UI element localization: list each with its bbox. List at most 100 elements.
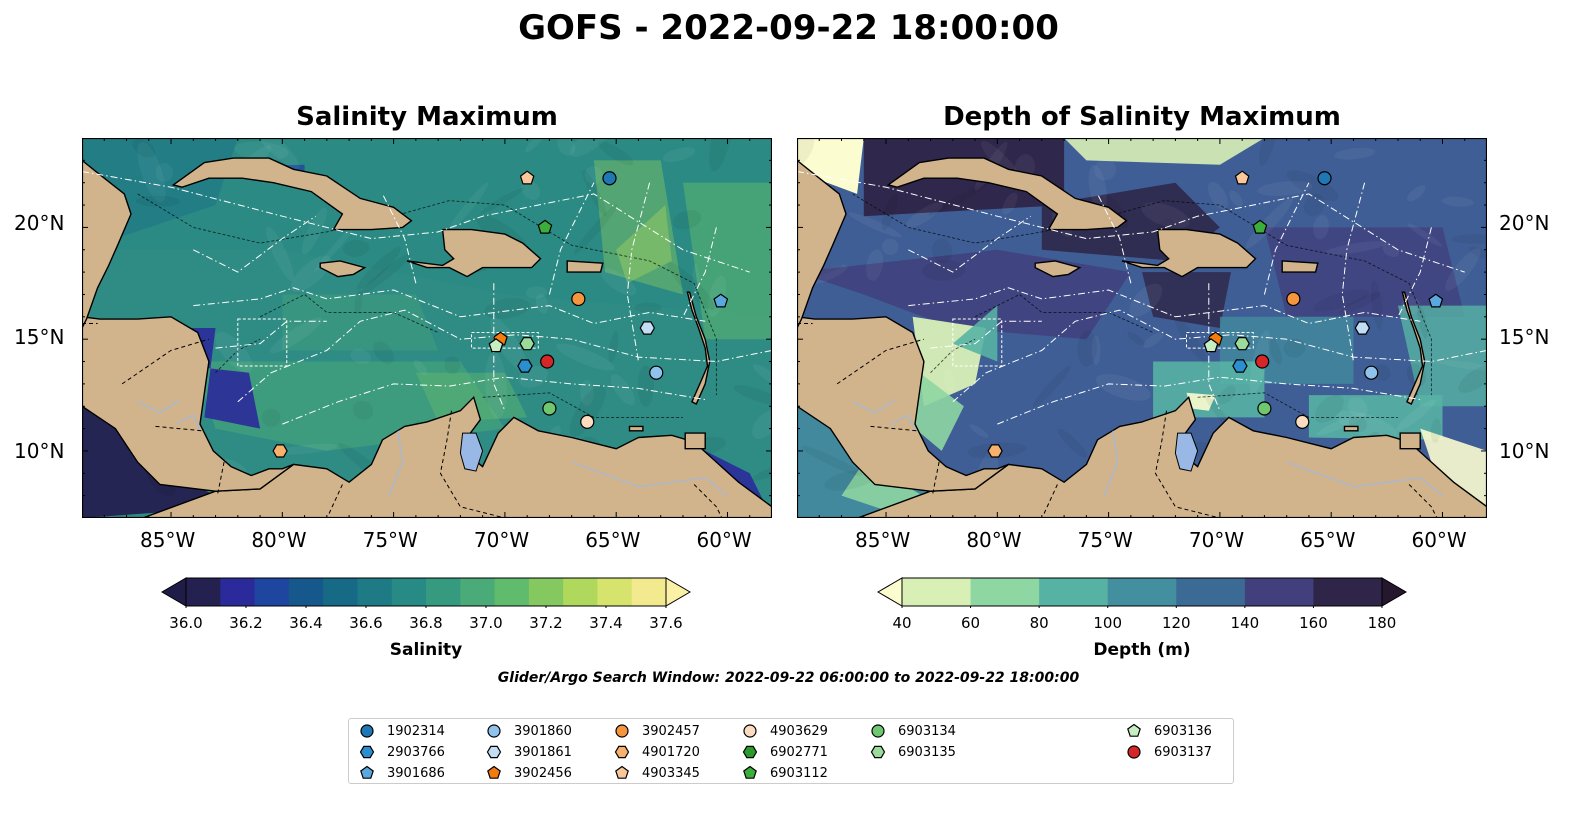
lon-label-depth-4: 65°W xyxy=(1300,528,1356,552)
figure-title: GOFS - 2022-09-22 18:00:00 xyxy=(518,8,1059,48)
legend-label: 3901861 xyxy=(514,744,572,760)
legend-entry-1902314: 1902314 xyxy=(359,721,445,741)
lon-label-depth-1: 80°W xyxy=(966,528,1022,552)
depth-colorbar-tick-4: 120 xyxy=(1161,614,1191,632)
search-window-caption: Glider/Argo Search Window: 2022-09-22 06… xyxy=(497,670,1080,686)
float-legend: 1902314 2903766 3901686 3901860 3901861 39024… xyxy=(348,718,1234,784)
float-marker-3901861 xyxy=(1354,321,1371,335)
float-marker-3902457 xyxy=(571,291,586,307)
legend-marker-3901686 xyxy=(360,765,374,779)
depth-colorbar xyxy=(877,577,1407,608)
legend-entry-4901720: 4901720 xyxy=(614,742,700,762)
lat-label-20n-right: 20°N xyxy=(1499,211,1550,235)
legend-label: 4901720 xyxy=(642,744,700,760)
float-marker-6903112 xyxy=(537,219,553,234)
lon-label-salinity-0: 85°W xyxy=(140,528,196,552)
salinity-colorbar xyxy=(161,577,691,608)
legend-marker-6903135 xyxy=(870,745,886,759)
legend-label: 3902456 xyxy=(514,765,572,781)
float-marker-3901686 xyxy=(1428,293,1444,308)
lon-label-salinity-5: 60°W xyxy=(696,528,752,552)
legend-label: 6903136 xyxy=(1154,723,1212,739)
legend-label: 4903345 xyxy=(642,765,700,781)
legend-label: 6903135 xyxy=(898,744,956,760)
legend-entry-3902456: 3902456 xyxy=(486,763,572,783)
salinity-colorbar-label: Salinity xyxy=(389,640,463,660)
legend-marker-4903629 xyxy=(743,724,757,738)
salinity-colorbar-tick-8: 37.6 xyxy=(649,614,683,632)
legend-marker-6902771 xyxy=(742,745,758,759)
legend-entry-3901686: 3901686 xyxy=(359,763,445,783)
float-marker-1902314 xyxy=(1317,171,1332,186)
float-marker-3901861 xyxy=(639,321,656,335)
float-marker-4903629 xyxy=(580,414,595,429)
lon-label-depth-5: 60°W xyxy=(1411,528,1467,552)
legend-label: 6903112 xyxy=(770,765,828,781)
depth-colorbar-tick-6: 160 xyxy=(1299,614,1328,632)
legend-entry-3901861: 3901861 xyxy=(486,742,572,762)
lon-label-salinity-1: 80°W xyxy=(251,528,307,552)
legend-marker-6903112 xyxy=(743,765,757,779)
legend-entry-6903135: 6903135 xyxy=(870,742,956,762)
legend-entry-4903629: 4903629 xyxy=(742,721,828,741)
float-marker-3901860 xyxy=(649,365,664,380)
legend-marker-6903136 xyxy=(1127,723,1141,737)
float-marker-4901720 xyxy=(272,444,288,458)
depth-colorbar-tick-2: 80 xyxy=(1029,614,1049,632)
salinity-max-map xyxy=(82,138,772,518)
float-marker-6903136 xyxy=(1203,338,1219,353)
lon-label-salinity-3: 70°W xyxy=(473,528,530,552)
depth-colorbar-tick-0: 40 xyxy=(892,614,912,632)
salinity-colorbar-tick-3: 36.6 xyxy=(349,614,383,632)
legend-marker-3902457 xyxy=(615,724,629,738)
float-marker-3902457 xyxy=(1286,291,1301,307)
legend-marker-2903766 xyxy=(359,745,375,759)
legend-label: 1902314 xyxy=(387,723,445,739)
lon-label-depth-2: 75°W xyxy=(1077,528,1133,552)
float-marker-3901686 xyxy=(713,293,729,308)
depth-colorbar-tick-5: 140 xyxy=(1230,614,1260,632)
float-marker-2903766 xyxy=(517,359,533,373)
legend-entry-3901860: 3901860 xyxy=(486,721,572,741)
float-marker-6903135 xyxy=(1234,337,1250,351)
legend-marker-6903134 xyxy=(871,724,885,738)
legend-label: 2903766 xyxy=(387,744,445,760)
legend-entry-6903136: 6903136 xyxy=(1126,721,1212,741)
depth-colorbar-tick-7: 180 xyxy=(1367,614,1397,632)
legend-marker-4901720 xyxy=(614,745,630,759)
salinity-colorbar-tick-1: 36.2 xyxy=(229,614,263,632)
float-marker-4903345 xyxy=(1234,170,1250,185)
legend-marker-3901860 xyxy=(487,724,501,738)
legend-label: 3901686 xyxy=(387,765,445,781)
legend-label: 3902457 xyxy=(642,723,700,739)
legend-marker-3901861 xyxy=(486,745,502,759)
panel-title-depth: Depth of Salinity Maximum xyxy=(943,102,1341,132)
legend-label: 3901860 xyxy=(514,723,572,739)
salinity-colorbar-tick-4: 36.8 xyxy=(409,614,443,632)
lon-label-salinity-2: 75°W xyxy=(362,528,418,552)
legend-marker-6903137 xyxy=(1127,745,1141,759)
legend-entry-6903134: 6903134 xyxy=(870,721,956,741)
legend-label: 6902771 xyxy=(770,744,828,760)
legend-entry-4903345: 4903345 xyxy=(614,763,700,783)
lon-label-depth-3: 70°W xyxy=(1188,528,1245,552)
salinity-depth-map xyxy=(797,138,1487,518)
legend-label: 4903629 xyxy=(770,723,828,739)
salinity-colorbar-tick-6: 37.2 xyxy=(529,614,563,632)
float-marker-6903136 xyxy=(488,338,504,353)
float-marker-1902314 xyxy=(602,171,617,186)
float-marker-6903137 xyxy=(1255,354,1270,369)
float-marker-4901720 xyxy=(987,444,1003,458)
legend-entry-6902771: 6902771 xyxy=(742,742,828,762)
legend-entry-6903137: 6903137 xyxy=(1126,742,1212,762)
lat-label-10n-right: 10°N xyxy=(1499,439,1550,463)
depth-colorbar-tick-1: 60 xyxy=(961,614,981,632)
float-marker-6903134 xyxy=(542,401,557,416)
panel-title-salinity: Salinity Maximum xyxy=(296,102,558,132)
legend-marker-4903345 xyxy=(615,765,629,779)
legend-label: 6903134 xyxy=(898,723,956,739)
float-marker-6903135 xyxy=(519,337,535,351)
legend-entry-2903766: 2903766 xyxy=(359,742,445,762)
legend-marker-1902314 xyxy=(360,724,374,738)
legend-label: 6903137 xyxy=(1154,744,1212,760)
